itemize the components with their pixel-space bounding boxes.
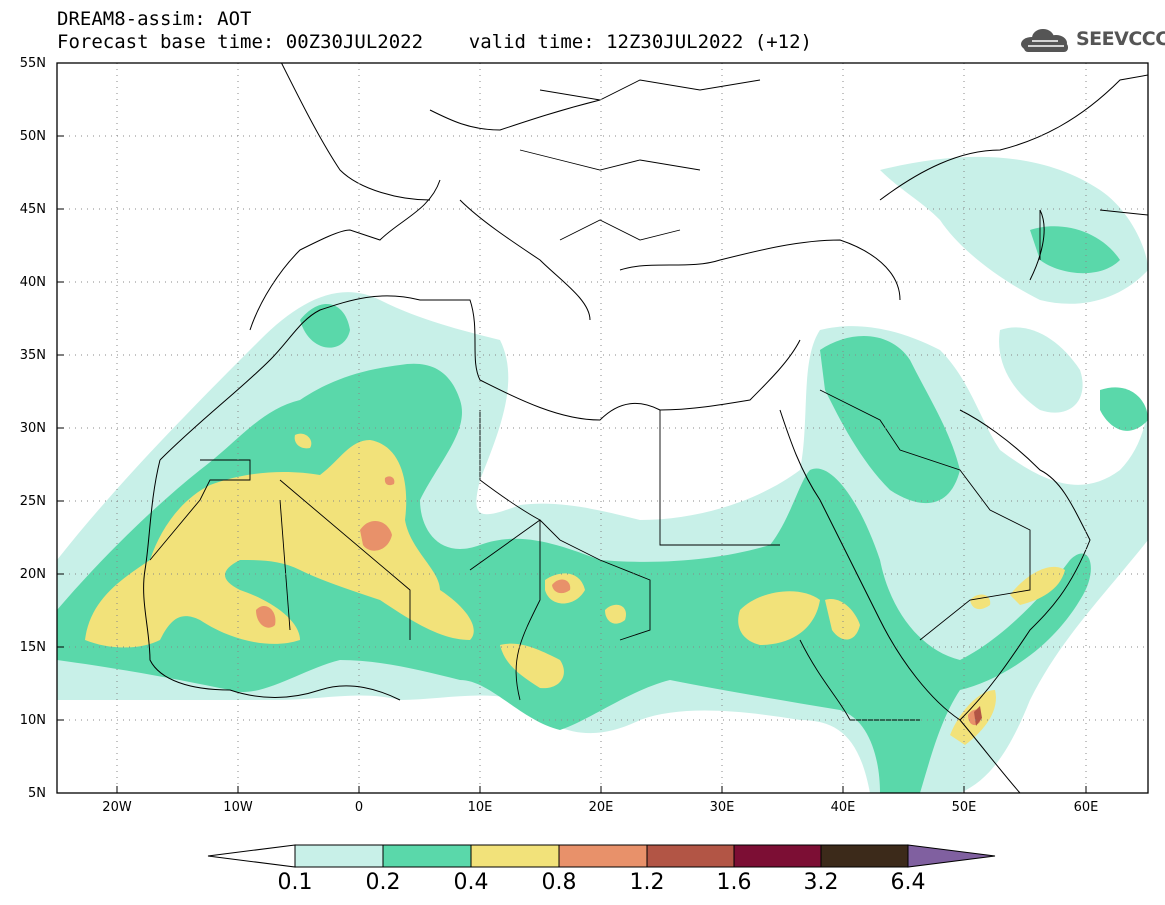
lat-label: 50N — [19, 129, 46, 144]
lat-label: 35N — [19, 348, 46, 363]
country-borders — [149, 79, 1041, 721]
lon-label: 30E — [709, 800, 735, 815]
coastlines — [143, 63, 1148, 793]
lat-label: 40N — [19, 275, 46, 290]
colorbar-label: 0.4 — [453, 870, 489, 895]
cloud-logo-icon — [1021, 29, 1068, 52]
aot-level-0.8 — [256, 476, 981, 726]
colorbar-label: 0.1 — [277, 870, 313, 895]
lon-label: 60E — [1073, 800, 1099, 815]
lon-label: 20E — [588, 800, 614, 815]
colorbar-label: 6.4 — [890, 870, 926, 895]
lon-label: 20W — [102, 800, 132, 815]
lon-label: 0 — [354, 800, 364, 815]
colorbar-label: 0.2 — [365, 870, 401, 895]
colorbar — [207, 844, 996, 868]
lat-label: 30N — [19, 421, 46, 436]
lon-label: 10W — [223, 800, 253, 815]
axis-ticks — [57, 62, 1087, 794]
lat-label: 25N — [19, 494, 46, 509]
map-subtitle: Forecast base time: 00Z30JUL2022 valid t… — [57, 31, 812, 53]
lat-label: 20N — [19, 567, 46, 582]
lon-label: 50E — [951, 800, 977, 815]
colorbar-label: 0.8 — [541, 870, 577, 895]
aot-level-0.4 — [85, 433, 1065, 745]
lat-label: 10N — [19, 713, 46, 728]
lat-label: 5N — [28, 786, 46, 801]
colorbar-label: 3.2 — [803, 870, 839, 895]
logo-text: SEEVCCC — [1076, 28, 1165, 50]
lon-label: 10E — [467, 800, 493, 815]
lat-label: 45N — [19, 202, 46, 217]
lat-label: 15N — [19, 640, 46, 655]
colorbar-label: 1.6 — [716, 870, 752, 895]
lat-label: 55N — [19, 56, 46, 71]
colorbar-label: 1.2 — [629, 870, 665, 895]
map-title: DREAM8-assim: AOT — [57, 8, 252, 30]
lon-label: 40E — [830, 800, 856, 815]
